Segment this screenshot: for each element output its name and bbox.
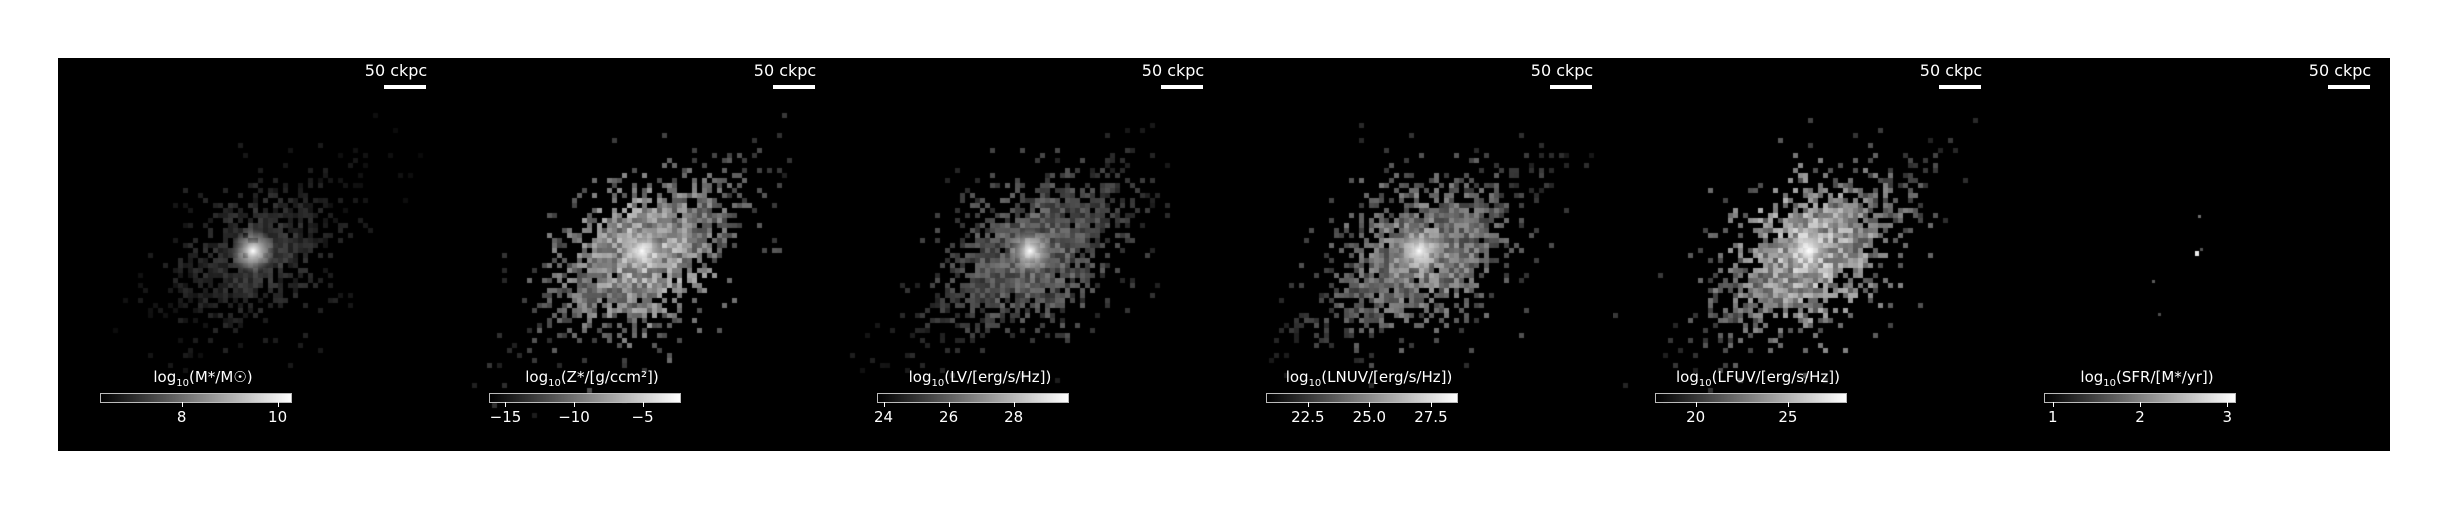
colorbar-tick-label: 1: [2047, 408, 2058, 426]
colorbar-label: log10(SFR/[M*/yr]): [2002, 368, 2292, 389]
colorbar-tick: [505, 402, 507, 407]
scale-bar: [1161, 85, 1203, 89]
colorbar-label: log10(LV/[erg/s/Hz]): [835, 368, 1125, 389]
scale-bar-label: 50 ckpc: [1919, 61, 1983, 80]
panel-sfr: 50 ckpc log10(SFR/[M*/yr]) 1 2 3: [2002, 58, 2390, 451]
colorbar: [877, 393, 1069, 403]
scale-bar-label: 50 ckpc: [2308, 61, 2372, 80]
scale-bar: [1550, 85, 1592, 89]
scale-bar-label: 50 ckpc: [364, 61, 428, 80]
colorbar-label-sub: 10: [1698, 378, 1712, 389]
colorbar-tick: [2140, 402, 2141, 407]
colorbar-label-sub: 10: [931, 378, 945, 389]
colorbar: [100, 393, 292, 403]
colorbar-label-sub: 10: [1308, 378, 1322, 389]
scale-bar: [2328, 85, 2370, 89]
colorbar-label-main: log: [153, 368, 177, 386]
colorbar-tick-label: 8: [176, 408, 187, 426]
colorbar-tick-label: 22.5: [1291, 408, 1325, 426]
colorbar-tick: [1787, 402, 1789, 407]
colorbar-label: log10(Z*/[g/ccm²]): [447, 368, 737, 389]
colorbar-tick-label: 24: [873, 408, 894, 426]
colorbar-label-main: log: [1285, 368, 1309, 386]
colorbar-label: log10(LNUV/[erg/s/Hz]): [1224, 368, 1514, 389]
colorbar-tick-label: 28: [1004, 408, 1024, 426]
map-image: [2002, 58, 2390, 451]
scale-bar: [1939, 85, 1981, 89]
colorbar-label: log10(LFUV/[erg/s/Hz]): [1613, 368, 1903, 389]
colorbar: [1266, 393, 1458, 403]
colorbar-label-main: log: [2080, 368, 2104, 386]
colorbar-tick-label: 20: [1686, 408, 1706, 426]
colorbar-tick: [181, 402, 183, 407]
colorbar-tick: [1369, 402, 1371, 407]
panel-v-band: 50 ckpc log10(LV/[erg/s/Hz]) 24 26 28: [835, 58, 1223, 451]
colorbar-tick: [1430, 402, 1432, 407]
colorbar-tick-label: −15: [489, 408, 522, 426]
colorbar-tick: [2052, 402, 2054, 407]
scale-bar-label: 50 ckpc: [753, 61, 817, 80]
scale-bar-label: 50 ckpc: [1141, 61, 1205, 80]
colorbar: [489, 393, 681, 403]
colorbar-tick: [883, 402, 885, 407]
colorbar-label-rest: (SFR/[M*/yr]): [2116, 368, 2214, 386]
colorbar-tick-label: 10: [268, 408, 288, 426]
colorbar-tick-label: 27.5: [1414, 408, 1448, 426]
map-image: [1224, 58, 1612, 451]
colorbar-tick: [277, 402, 279, 407]
colorbar-tick-label: 25.0: [1352, 408, 1387, 426]
colorbar-tick: [1695, 402, 1697, 407]
colorbar-label-sub: 10: [176, 378, 189, 389]
colorbar-label-rest: (LV/[erg/s/Hz]): [944, 368, 1052, 386]
map-image: [1613, 58, 2001, 451]
colorbar-tick-label: 2: [2135, 408, 2145, 426]
panel-fuv-band: 50 ckpc log10(LFUV/[erg/s/Hz]) 20 25: [1613, 58, 2001, 451]
colorbar-label-rest: (M*/M☉): [189, 368, 253, 386]
colorbar-label-main: log: [525, 368, 549, 386]
colorbar-label-rest: (LNUV/[erg/s/Hz]): [1321, 368, 1453, 386]
panel-nuv-band: 50 ckpc log10(LNUV/[erg/s/Hz]) 22.5 25.0 2…: [1224, 58, 1612, 451]
colorbar-tick: [1307, 402, 1309, 407]
panel-stellar-mass: 50 ckpc log10(M*/M☉) 8 10: [58, 58, 446, 451]
colorbar-tick-label: −10: [558, 408, 590, 426]
panel-metallicity: 50 ckpc log10(Z*/[g/ccm²]) −15 −10 −5: [447, 58, 835, 451]
colorbar-tick-label: 25: [1778, 408, 1798, 426]
panel-strip: 50 ckpc log10(M*/M☉) 8 10 50 ckpc log10(Z…: [58, 58, 2390, 451]
colorbar: [1655, 393, 1847, 403]
colorbar-tick: [948, 402, 950, 407]
colorbar-label-rest: (Z*/[g/ccm²]): [560, 368, 659, 386]
scale-bar: [384, 85, 426, 89]
map-image: [58, 58, 446, 451]
colorbar-tick-label: 26: [939, 408, 959, 426]
colorbar-tick-label: 3: [2222, 408, 2233, 426]
colorbar-label-sub: 10: [2103, 378, 2117, 389]
colorbar-tick: [574, 402, 576, 407]
colorbar-label-main: log: [1675, 368, 1699, 386]
colorbar-tick: [642, 402, 644, 407]
colorbar-tick: [2227, 402, 2229, 407]
colorbar-label-main: log: [908, 368, 932, 386]
colorbar-tick-label: −5: [631, 408, 654, 426]
map-image: [835, 58, 1223, 451]
scale-bar-label: 50 ckpc: [1530, 61, 1594, 80]
scale-bar: [773, 85, 815, 89]
colorbar-label: log10(M*/M☉): [58, 368, 348, 389]
map-image: [447, 58, 835, 451]
colorbar-tick: [1013, 402, 1015, 407]
colorbar-label-sub: 10: [548, 378, 561, 389]
colorbar-label-rest: (LFUV/[erg/s/Hz]): [1711, 368, 1841, 386]
